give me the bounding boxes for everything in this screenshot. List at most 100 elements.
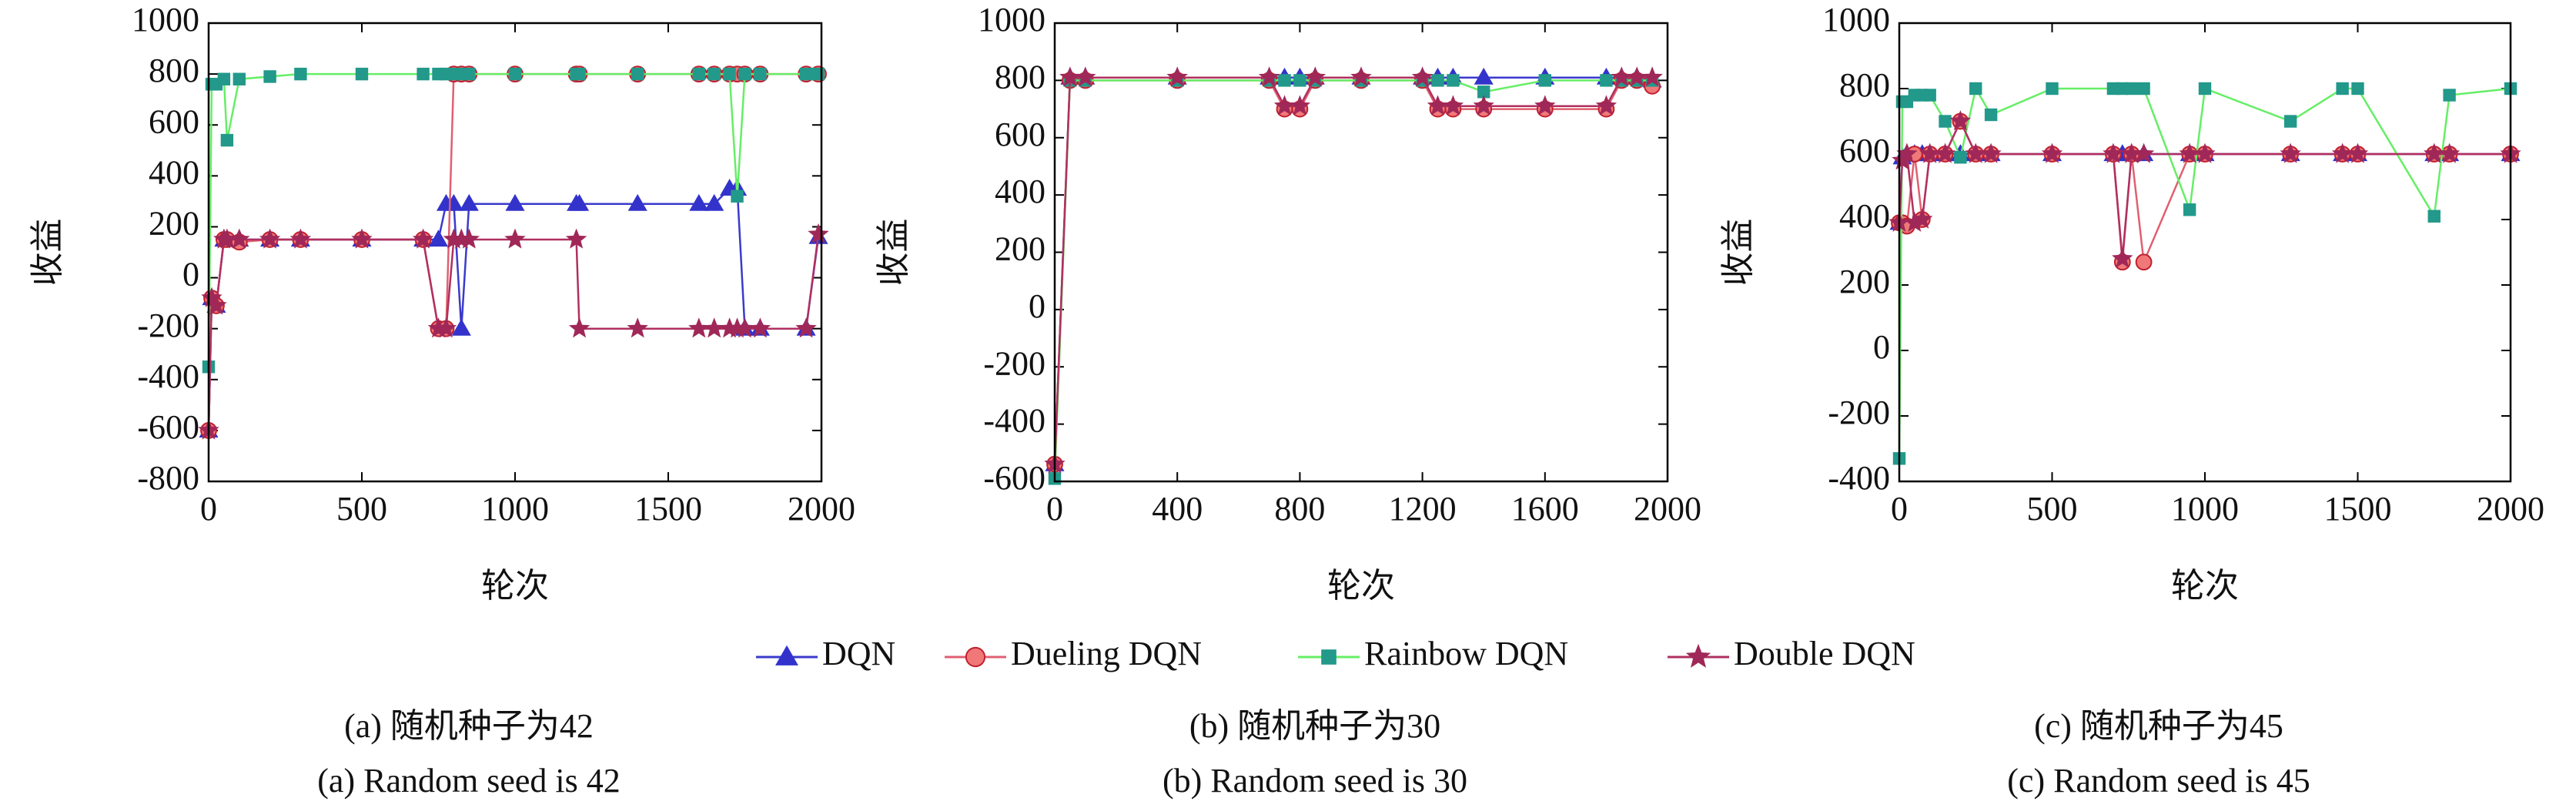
marker [1949, 110, 1972, 131]
marker [1304, 66, 1326, 87]
marker [2438, 142, 2461, 163]
marker [1954, 151, 1967, 164]
marker [206, 294, 227, 315]
x-tick-label: 2000 [1634, 490, 1701, 528]
marker [2041, 142, 2063, 163]
marker [704, 193, 724, 211]
x-tick-label: 500 [336, 490, 387, 528]
caption: (c) 随机种子为45 [2034, 707, 2283, 745]
plot-frame [207, 22, 823, 483]
marker [1431, 74, 1444, 87]
plot-frame [1898, 22, 2512, 483]
y-tick-label: 800 [149, 52, 199, 89]
caption: (b) Random seed is 30 [1163, 762, 1467, 800]
marker [220, 133, 234, 147]
series-line [1053, 76, 1653, 464]
marker [627, 193, 647, 211]
y-tick-label: 200 [149, 205, 199, 243]
marker [565, 228, 587, 249]
marker [2194, 142, 2216, 163]
marker [2351, 82, 2364, 96]
marker [2443, 89, 2456, 102]
y-tick-label: 0 [1873, 328, 1890, 366]
y-axis-label: 收益 [28, 219, 66, 287]
marker [808, 223, 829, 244]
x-tick-label: 1500 [2324, 490, 2392, 528]
series-line [1053, 79, 1653, 464]
marker [1969, 82, 1982, 96]
marker [459, 193, 479, 211]
series-line [1053, 79, 1653, 479]
x-tick-label: 1500 [634, 490, 702, 528]
marker [795, 317, 817, 338]
y-tick-label: -600 [137, 408, 199, 446]
marker [229, 228, 250, 249]
marker [1258, 66, 1280, 87]
marker [631, 67, 644, 81]
marker [1939, 115, 1952, 128]
marker [451, 318, 471, 336]
marker [573, 67, 586, 81]
marker [2112, 247, 2133, 268]
series-line [207, 187, 820, 431]
marker [1293, 74, 1306, 87]
marker [799, 67, 813, 81]
marker [1984, 108, 1998, 122]
marker [355, 67, 369, 81]
x-tick-label: 0 [1046, 490, 1063, 528]
marker [708, 67, 721, 81]
marker [723, 67, 736, 81]
x-axis-label: 轮次 [1327, 567, 1395, 605]
legend-label: DQN [822, 635, 895, 672]
marker [351, 228, 373, 249]
y-tick-label: 800 [995, 58, 1045, 96]
marker [1600, 74, 1613, 87]
marker [703, 317, 725, 338]
marker [1911, 208, 1933, 229]
x-tick-label: 500 [2027, 490, 2078, 528]
marker [1474, 67, 1494, 85]
marker [689, 193, 709, 211]
series-line [1053, 76, 1653, 464]
y-tick-label: 600 [995, 116, 1045, 153]
x-tick-label: 800 [1274, 490, 1325, 528]
marker [412, 228, 434, 249]
marker [294, 67, 307, 81]
marker [754, 67, 767, 81]
marker [731, 189, 744, 203]
caption: (c) Random seed is 45 [2007, 762, 2310, 800]
y-tick-label: 0 [182, 256, 199, 293]
marker [2283, 115, 2297, 128]
y-tick-label: 800 [1839, 66, 1890, 104]
marker [2137, 82, 2150, 96]
series-line [1898, 153, 2511, 223]
marker [2198, 82, 2212, 96]
marker [1411, 66, 1434, 87]
legend-label: Rainbow DQN [1364, 635, 1568, 672]
caption: (a) 随机种子为42 [344, 707, 594, 745]
marker [2125, 82, 2138, 96]
y-tick-label: 400 [149, 153, 199, 191]
marker [1442, 95, 1464, 116]
marker [1595, 95, 1618, 116]
marker [2427, 210, 2441, 223]
y-tick-label: 1000 [132, 1, 199, 39]
x-tick-label: 1000 [2171, 490, 2239, 528]
y-tick-label: 0 [1029, 287, 1045, 325]
marker [749, 317, 771, 338]
marker [463, 67, 476, 81]
marker [458, 228, 480, 249]
marker [259, 228, 281, 249]
y-axis-label: 收益 [875, 219, 912, 287]
marker [263, 70, 276, 83]
plot [198, 65, 829, 440]
marker [2183, 203, 2196, 216]
marker [417, 67, 430, 81]
marker [1923, 89, 1936, 102]
marker [2103, 142, 2124, 163]
y-tick-label: 200 [995, 230, 1045, 268]
marker [435, 317, 457, 338]
marker [1934, 142, 1956, 163]
marker [1641, 66, 1663, 87]
